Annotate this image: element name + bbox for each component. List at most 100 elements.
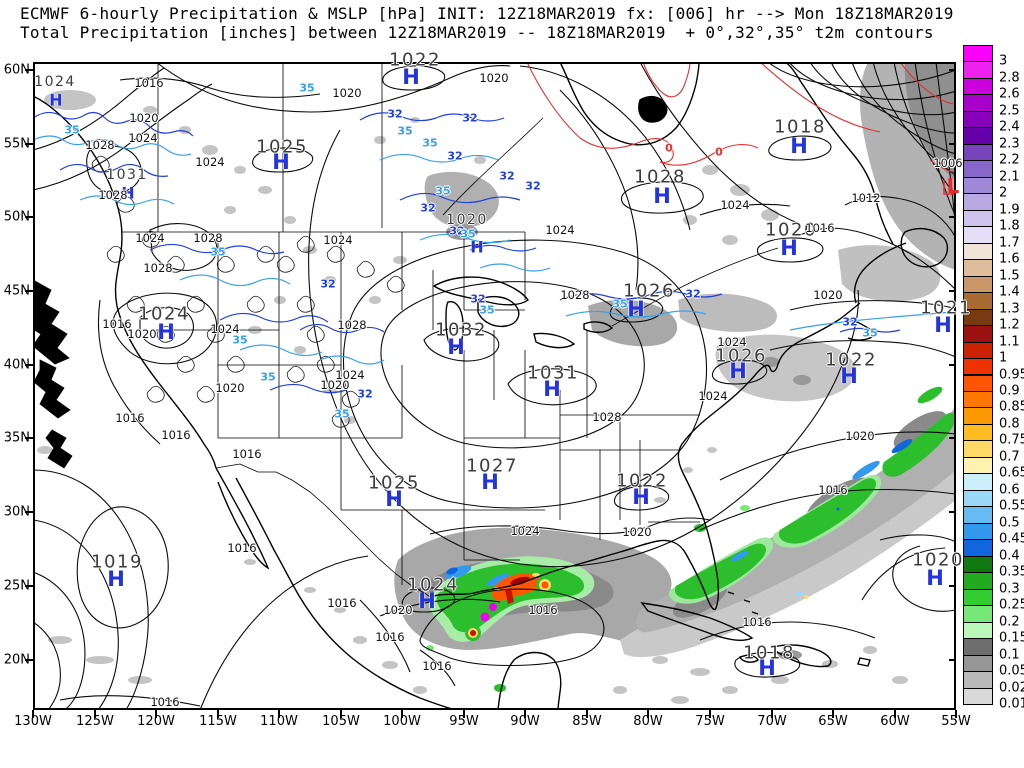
high-symbol: H [543, 377, 561, 401]
colorbar-tick-label: 1.9 [999, 202, 1020, 218]
isobar-contours [33, 62, 956, 710]
lon-tick-label: 65W [818, 714, 848, 729]
isobar-value-label: 1024 [720, 198, 750, 212]
colorbar-cell [963, 226, 993, 244]
colorbar-tick-label: 0.4 [999, 548, 1020, 564]
colorbar-tick-label: 1.1 [999, 334, 1020, 350]
high-symbol: H [107, 567, 125, 591]
t2m-value-label: 32 [685, 287, 701, 301]
isobar-value-label: 1024 [335, 368, 365, 382]
isobar-value-label: 1020 [215, 381, 245, 395]
colorbar-tick-label: 0.8 [999, 416, 1020, 432]
colorbar-tick-label: 0.35 [999, 564, 1024, 580]
colorbar-cell [963, 539, 993, 557]
isobar-value-label: 1016 [742, 615, 772, 629]
colorbar-cell [963, 390, 993, 409]
t2m-value-label: 35 [232, 333, 248, 347]
colorbar-tick-label: 0.05 [999, 663, 1024, 679]
lon-tick-label: 100W [383, 714, 421, 729]
lat-tick-mark-right [949, 143, 956, 145]
lon-tick-label: 80W [633, 714, 663, 729]
t2m-value-label: 32 [525, 179, 541, 193]
lat-tick-label: 20N [3, 652, 30, 668]
colorbar-cell [963, 506, 993, 524]
pressure-center-label: 1018 [774, 116, 826, 138]
t2m-value-label: 0 [665, 141, 673, 155]
t2m-value-label: 0 [715, 145, 723, 159]
lon-tick-mark [524, 710, 526, 718]
terrain-contour-noise [91, 155, 405, 428]
isobar-value-label: 1024 [135, 231, 165, 245]
isobar-value-label: 1024 [698, 389, 728, 403]
high-symbol: H [272, 150, 290, 174]
colorbar-tick-label: 0.01 [999, 696, 1024, 712]
colorbar-tick-label: 2.4 [999, 119, 1020, 135]
colorbar-cell [963, 522, 993, 541]
pressure-center-label: 1032 [435, 319, 487, 341]
pressure-center-label: 1022 [825, 349, 877, 371]
gulf-precip-blob [394, 527, 706, 692]
isobar-value-label: 1020 [813, 288, 843, 302]
lon-tick-mark [217, 710, 219, 718]
high-symbol: H [385, 487, 403, 511]
colorbar-tick-label: 0.02 [999, 680, 1024, 696]
pressure-center-label: 1024 [138, 303, 190, 325]
colorbar-cell [963, 489, 993, 508]
isobar-value-label: 1020 [383, 603, 413, 617]
colorbar-tick-label: 0.55 [999, 498, 1024, 514]
isobar-value-label: 1024 [545, 223, 575, 237]
t2m-value-label: 32 [320, 277, 336, 291]
t2m-value-label: 35 [435, 184, 451, 198]
pressure-center-label: 1020 [765, 219, 817, 241]
lon-tick-mark [463, 710, 465, 718]
lat-tick-mark [25, 511, 33, 513]
colorbar-cell [963, 671, 993, 689]
isobar-value-label: 1016 [232, 447, 262, 461]
lat-tick-mark-right [949, 216, 956, 218]
isobar-value-label: 1028 [337, 318, 367, 332]
lon-tick-label: 90W [510, 714, 540, 729]
colorbar-cell [963, 209, 993, 228]
high-symbol: H [121, 183, 135, 203]
colorbar-tick-label: 2.6 [999, 86, 1020, 102]
isobar-value-label: 1028 [85, 138, 115, 152]
colorbar-cell [963, 687, 993, 705]
lon-tick-mark [94, 710, 96, 718]
t2m-value-label: 35 [397, 124, 413, 138]
colorbar-tick-label: 0.3 [999, 581, 1020, 597]
pressure-center-label: 1031 [106, 167, 148, 183]
lon-tick-label: 85W [572, 714, 602, 729]
pressure-center-label: 1022 [616, 470, 668, 492]
high-symbol: H [447, 335, 465, 359]
colorbar-cell [963, 242, 993, 261]
colorbar-tick-label: 1.4 [999, 284, 1020, 300]
t2m-value-label: 32 [499, 169, 515, 183]
isobar-value-label: 1024 [510, 524, 540, 538]
isobar-value-label: 1012 [851, 191, 881, 205]
political-borders [122, 62, 779, 598]
high-symbol: H [758, 656, 776, 680]
lat-tick-mark [25, 437, 33, 439]
colorbar-cell [963, 325, 993, 343]
lon-tick-label: 60W [880, 714, 910, 729]
lon-tick-label: 110W [260, 714, 298, 729]
lat-tick-mark [25, 69, 33, 71]
colorbar-tick-label: 1.2 [999, 317, 1020, 333]
lon-tick-mark [32, 710, 34, 718]
lon-tick-mark [709, 710, 711, 718]
colorbar-tick-label: 1.7 [999, 235, 1020, 251]
pressure-center-label: 1027 [466, 455, 518, 477]
lat-tick-mark-right [949, 364, 956, 366]
isobar-value-label: 1024 [717, 335, 747, 349]
colorbar-cell [963, 77, 993, 96]
high-symbol: H [729, 359, 747, 383]
colorbar-cell [963, 61, 993, 79]
lon-tick-label: 55W [941, 714, 971, 729]
lon-tick-label: 125W [76, 714, 114, 729]
colorbar-cell [963, 440, 993, 458]
lat-tick-label: 25N [3, 578, 30, 594]
lat-tick-mark [25, 585, 33, 587]
lon-tick-mark [894, 710, 896, 718]
isobar-value-label: 1028 [193, 231, 223, 245]
